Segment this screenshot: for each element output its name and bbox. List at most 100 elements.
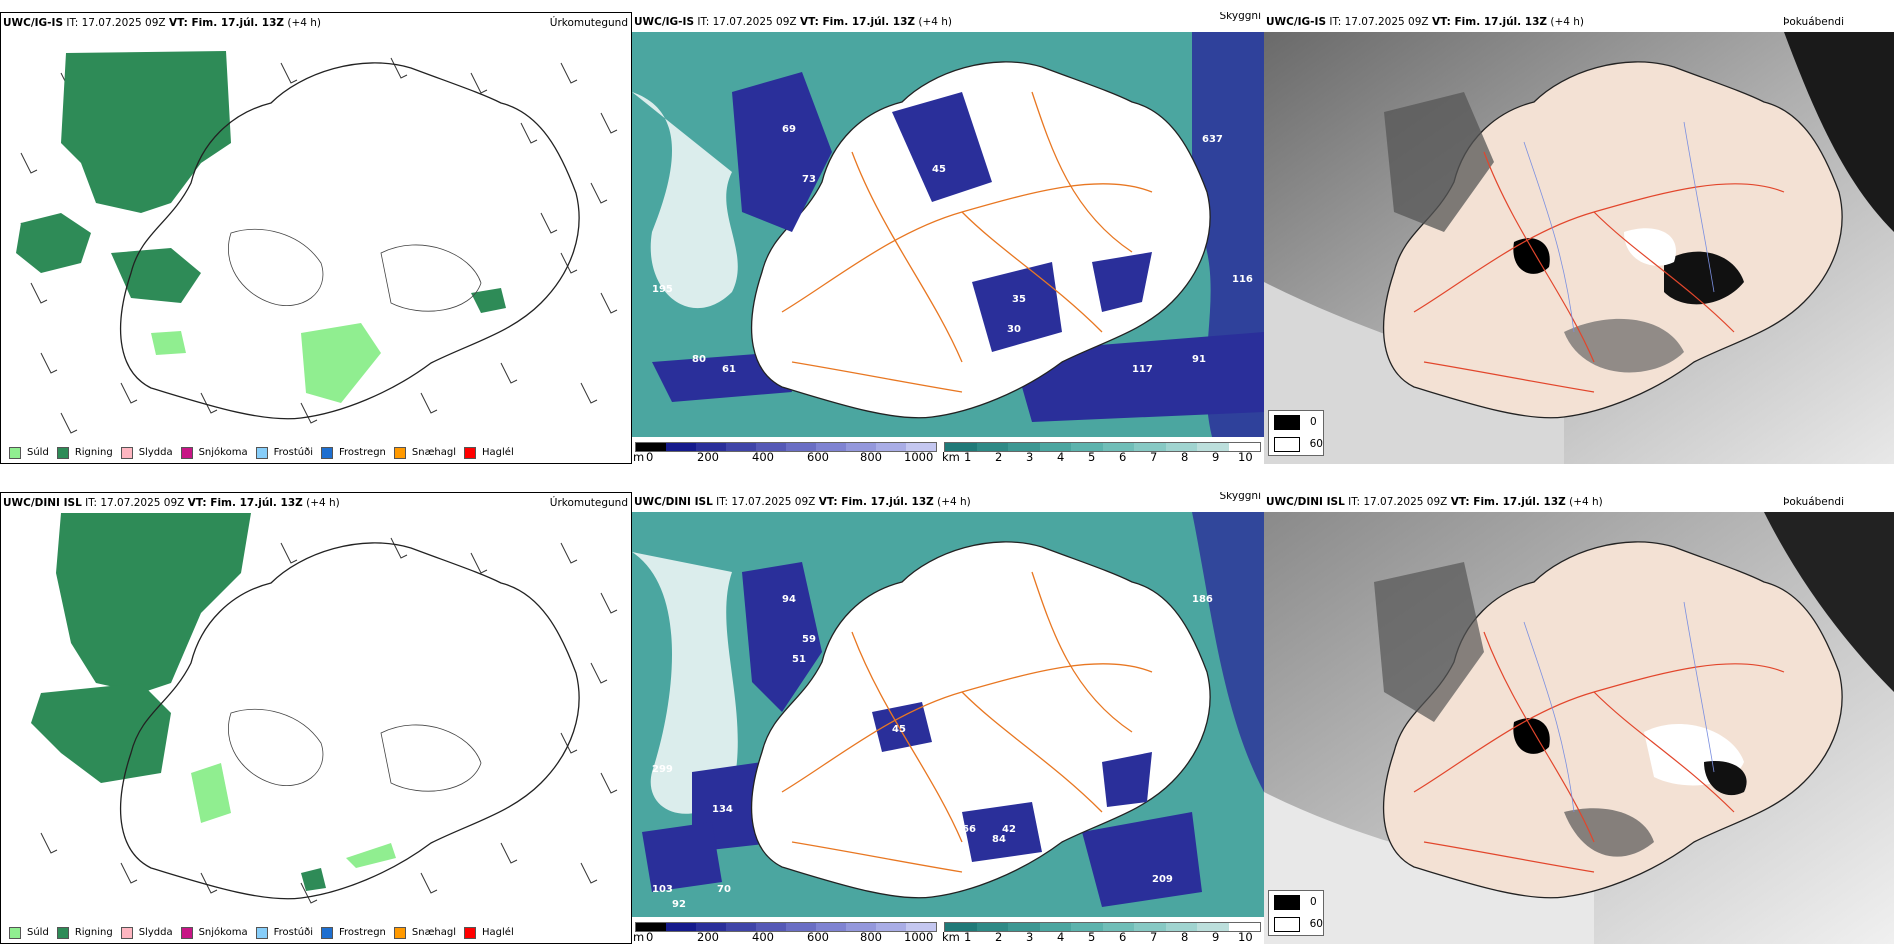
scale-tick: 5 xyxy=(1088,450,1096,464)
valid-time: VT: Fim. 17.júl. 13Z xyxy=(168,17,285,29)
init-time: IT: 17.07.2025 09Z xyxy=(63,17,169,29)
legend-swatch xyxy=(1274,894,1300,910)
visibility-map: 94 59 51 45 84 66 28 42 103 92 70 134 299 209 186 xyxy=(632,512,1264,917)
visibility-map: 69 73 52 45 45 35 30 36 80 61 117 91 637 116 195 xyxy=(632,32,1264,437)
svg-text:70: 70 xyxy=(717,884,731,895)
svg-text:51: 51 xyxy=(792,654,806,665)
svg-text:28: 28 xyxy=(972,874,986,885)
svg-text:84: 84 xyxy=(992,834,1006,845)
forecast-offset: (+4 h) xyxy=(915,16,953,28)
scale-swatch xyxy=(666,923,696,931)
forecast-offset: (+4 h) xyxy=(933,496,971,508)
scale-tick: 0 xyxy=(646,450,654,464)
scale-swatch xyxy=(1228,923,1260,931)
scale-swatch xyxy=(1134,443,1166,451)
drizzle-area xyxy=(301,323,381,403)
scale-swatch xyxy=(1197,923,1229,931)
scale-swatch xyxy=(1071,923,1103,931)
scale-swatch xyxy=(1039,923,1071,931)
cloud-base-labels: 69 73 52 45 45 35 30 36 80 61 117 91 637 116 195 xyxy=(652,124,1253,375)
precip-map xyxy=(1,513,631,923)
scale-tick: 600 xyxy=(807,450,829,464)
parameter-name: Þokuábendi xyxy=(1783,496,1844,508)
svg-text:92: 92 xyxy=(672,899,686,910)
valid-time: VT: Fim. 17.júl. 13Z xyxy=(1450,496,1566,508)
legend-swatch xyxy=(393,927,406,939)
scale-swatch xyxy=(756,923,786,931)
svg-text:195: 195 xyxy=(652,284,673,295)
iceland-outline xyxy=(119,62,580,420)
scale-tick: 1 xyxy=(964,930,972,944)
scale-swatch xyxy=(1039,443,1071,451)
panel-title: UWC/IG-IS IT: 17.07.2025 09Z VT: Fim. 17… xyxy=(1,13,631,33)
panel-title: UWC/DINI ISL IT: 17.07.2025 09Z VT: Fim.… xyxy=(1,493,631,513)
scale-swatch xyxy=(945,443,977,451)
scale-tick: 800 xyxy=(860,930,882,944)
scale-swatch xyxy=(1102,443,1134,451)
visibility-scale xyxy=(944,922,1261,932)
road-network xyxy=(781,571,1153,873)
scale-swatch xyxy=(1165,923,1197,931)
scale-tick: 1000 xyxy=(904,930,934,944)
legend-item-snjokoma: Snjókoma xyxy=(180,443,248,463)
svg-text:36: 36 xyxy=(1077,269,1091,280)
legend-item-frostregn: Frostregn xyxy=(321,923,386,943)
svg-text:42: 42 xyxy=(1002,824,1016,835)
panel-visibility-bottom: UWC/DINI ISL IT: 17.07.2025 09Z VT: Fim.… xyxy=(632,492,1264,944)
legend-item-slydda: Slydda xyxy=(120,923,173,943)
panel-fog-top: UWC/IG-IS IT: 17.07.2025 09Z VT: Fim. 17… xyxy=(1264,12,1900,464)
forecast-offset: (+4 h) xyxy=(284,17,322,29)
scale-swatch xyxy=(906,923,936,931)
scale-tick: 4 xyxy=(1057,930,1065,944)
parameter-name: Úrkomutegund xyxy=(549,497,628,509)
cloud-base-scale xyxy=(635,442,937,452)
scale-tick: 7 xyxy=(1150,450,1158,464)
scale-swatch xyxy=(846,443,876,451)
scale-swatch xyxy=(876,443,906,451)
scale-swatch xyxy=(846,923,876,931)
legend-swatch xyxy=(180,927,193,939)
scale-tick: 200 xyxy=(697,930,719,944)
panel-visibility-top: UWC/IG-IS IT: 17.07.2025 09Z VT: Fim. 17… xyxy=(632,12,1264,464)
svg-text:45: 45 xyxy=(892,724,906,735)
svg-text:91: 91 xyxy=(1192,354,1206,365)
scale-swatch xyxy=(976,923,1008,931)
scale-tick: 400 xyxy=(752,930,774,944)
svg-text:45: 45 xyxy=(882,284,896,295)
scale-swatch xyxy=(636,923,666,931)
model-source: UWC/DINI ISL xyxy=(634,496,713,508)
scale-swatch xyxy=(906,443,936,451)
cloud-base-labels: 94 59 51 45 84 66 28 42 103 92 70 134 299 209 186 xyxy=(652,594,1213,910)
svg-text:186: 186 xyxy=(1192,594,1213,605)
legend-swatch xyxy=(1274,414,1300,430)
visibility-unit: km xyxy=(942,450,960,464)
road-network xyxy=(781,91,1153,393)
cloud-base-unit: m xyxy=(633,930,645,944)
scale-swatch xyxy=(1008,923,1040,931)
model-source: UWC/DINI ISL xyxy=(1266,496,1345,508)
scale-tick: 8 xyxy=(1181,930,1189,944)
svg-text:52: 52 xyxy=(842,184,856,195)
scale-tick: 400 xyxy=(752,450,774,464)
svg-text:45: 45 xyxy=(932,164,946,175)
scale-tick: 2 xyxy=(995,450,1003,464)
scale-tick: 9 xyxy=(1212,930,1220,944)
scale-tick: 1000 xyxy=(904,450,934,464)
panel-title: UWC/IG-IS IT: 17.07.2025 09Z VT: Fim. 17… xyxy=(632,12,1264,32)
legend-item-sudd: Súld xyxy=(9,443,49,463)
scale-swatch xyxy=(816,443,846,451)
forecast-offset: (+4 h) xyxy=(1565,496,1603,508)
valid-time: VT: Fim. 17.júl. 13Z xyxy=(799,16,916,28)
parameter-name: Úrkomutegund xyxy=(549,17,628,29)
scale-tick: 2 xyxy=(995,930,1003,944)
panel-fog-bottom: UWC/DINI ISL IT: 17.07.2025 09Z VT: Fim.… xyxy=(1264,492,1900,944)
cloud-base-unit: m xyxy=(633,450,645,464)
scale-tick: 10 xyxy=(1238,930,1253,944)
forecast-offset: (+4 h) xyxy=(1547,16,1585,28)
precip-legend: Súld Rigning Slydda Snjókoma Frostúði Fr… xyxy=(1,923,514,943)
legend-swatch xyxy=(120,447,133,459)
scale-tick: 5 xyxy=(1088,930,1096,944)
svg-text:73: 73 xyxy=(802,174,816,185)
legend-item-snaehagl: Snæhagl xyxy=(393,923,456,943)
model-source: UWC/IG-IS xyxy=(3,17,64,29)
